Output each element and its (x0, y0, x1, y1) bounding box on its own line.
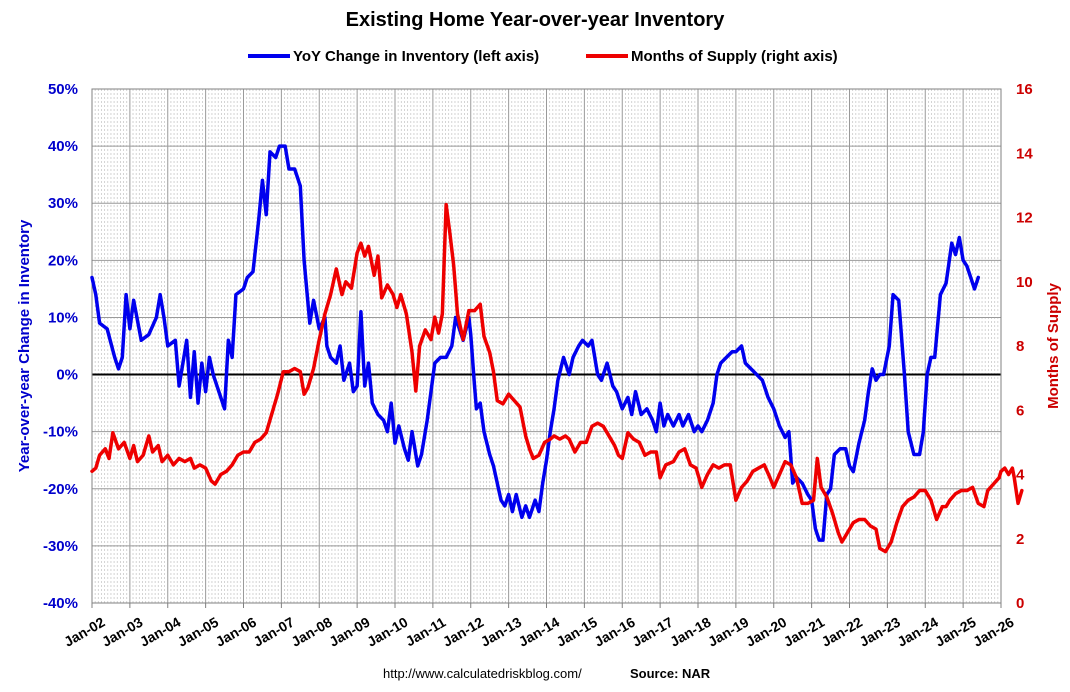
left-tick-label: -40% (43, 595, 78, 612)
x-tick-label: Jan-13 (478, 614, 525, 650)
x-tick-label: Jan-23 (856, 614, 903, 650)
x-tick-label: Jan-22 (819, 614, 866, 650)
right-tick-label: 14 (1016, 145, 1033, 162)
right-tick-label: 12 (1016, 210, 1033, 227)
source-credit: Source: NAR (630, 666, 711, 681)
x-tick-label: Jan-09 (326, 614, 373, 650)
left-tick-label: 10% (48, 309, 78, 326)
x-tick-label: Jan-04 (137, 614, 184, 650)
left-y-axis: 50% 40% 30% 20% 10% 0% -10% -20% -30% -40% (43, 81, 78, 612)
x-tick-label: Jan-25 (932, 614, 979, 650)
x-tick-label: Jan-20 (743, 614, 790, 650)
left-tick-label: -10% (43, 424, 78, 441)
x-tick-label: Jan-17 (629, 614, 676, 650)
right-tick-label: 0 (1016, 595, 1024, 612)
source-url: http://www.calculatedriskblog.com/ (383, 666, 582, 681)
x-tick-label: Jan-03 (99, 614, 146, 650)
x-tick-label: Jan-14 (516, 614, 563, 650)
x-tick-label: Jan-06 (213, 614, 260, 650)
x-tick-label: Jan-05 (175, 614, 222, 650)
left-tick-label: -20% (43, 481, 78, 498)
left-tick-label: 0% (56, 367, 78, 384)
series-line-months-of-supply (90, 202, 1024, 554)
x-axis: Jan-02Jan-03Jan-04Jan-05Jan-06Jan-07Jan-… (61, 603, 1017, 650)
x-tick-label: Jan-21 (781, 614, 828, 650)
x-tick-label: Jan-26 (970, 614, 1017, 650)
right-tick-label: 6 (1016, 402, 1024, 419)
x-tick-label: Jan-02 (61, 614, 108, 650)
right-y-axis: 16 14 12 10 8 6 4 2 0 (1016, 81, 1033, 612)
series-lines (90, 144, 1024, 554)
x-tick-label: Jan-07 (250, 614, 297, 650)
series-line-yoy-inventory (90, 144, 981, 542)
right-axis-label: Months of Supply (1045, 282, 1062, 408)
right-tick-label: 4 (1016, 467, 1025, 484)
x-tick-label: Jan-19 (705, 614, 752, 650)
x-tick-label: Jan-12 (440, 614, 487, 650)
left-tick-label: 20% (48, 252, 78, 269)
x-tick-label: Jan-24 (894, 614, 941, 650)
left-tick-label: 50% (48, 81, 78, 98)
legend: YoY Change in Inventory (left axis) Mont… (248, 48, 838, 65)
x-tick-label: Jan-18 (667, 614, 714, 650)
left-tick-label: 40% (48, 138, 78, 155)
legend-label-supply: Months of Supply (right axis) (631, 48, 838, 65)
chart-title: Existing Home Year-over-year Inventory (346, 9, 726, 31)
legend-label-yoy: YoY Change in Inventory (left axis) (293, 48, 539, 65)
right-tick-label: 2 (1016, 531, 1024, 548)
right-tick-label: 10 (1016, 274, 1033, 291)
x-tick-label: Jan-15 (553, 614, 600, 650)
x-tick-label: Jan-11 (403, 614, 449, 650)
x-tick-label: Jan-10 (364, 614, 411, 650)
left-tick-label: -30% (43, 538, 78, 555)
right-tick-label: 8 (1016, 338, 1024, 355)
x-tick-label: Jan-08 (288, 614, 335, 650)
right-tick-label: 16 (1016, 81, 1033, 98)
left-tick-label: 30% (48, 195, 78, 212)
x-tick-label: Jan-16 (591, 614, 638, 650)
left-axis-label: Year-over-year Change in Inventory (16, 219, 33, 472)
